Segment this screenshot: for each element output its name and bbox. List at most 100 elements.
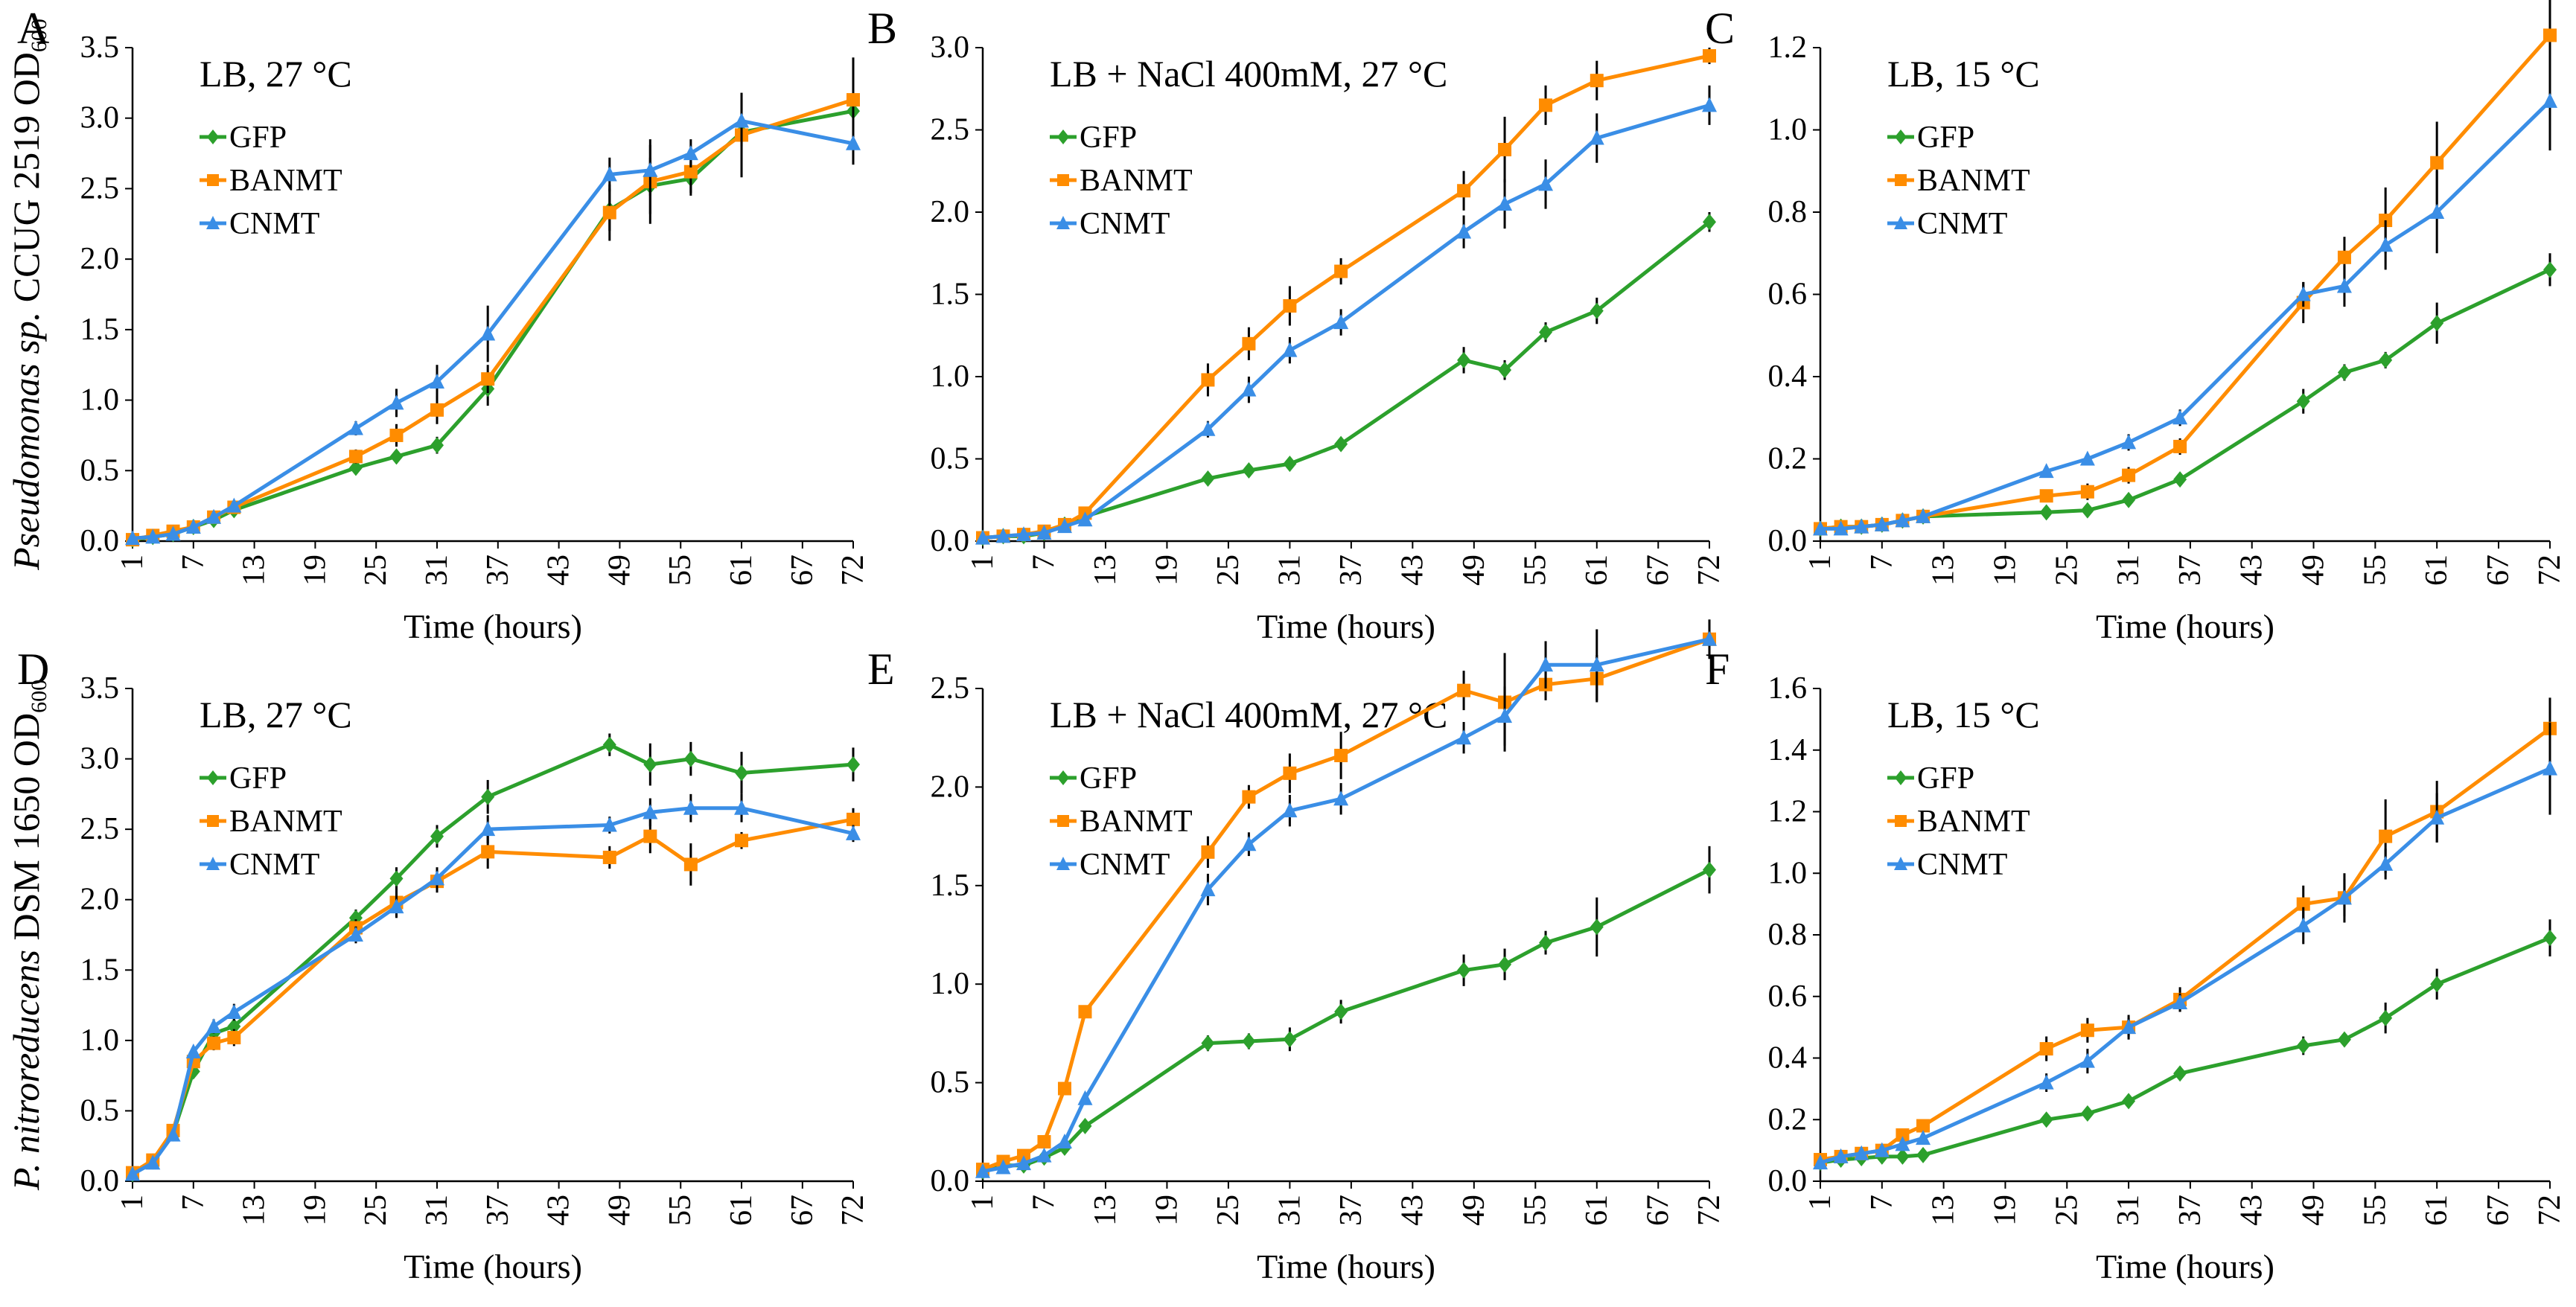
data-point: [2543, 930, 2557, 947]
data-point: [2336, 889, 2352, 905]
data-point: [1201, 845, 1215, 859]
data-point: [1242, 790, 1256, 804]
data-point: [1334, 264, 1348, 278]
data-point: [683, 857, 698, 872]
data-point: [602, 817, 617, 832]
data-point: [2430, 976, 2444, 993]
data-point: [643, 829, 657, 843]
legend-marker: [1057, 130, 1069, 144]
y-tick-label: 0.5: [931, 442, 970, 476]
x-tick-label: 13: [1088, 1195, 1123, 1226]
x-tick-label: 31: [2111, 1195, 2146, 1226]
y-tick-label: 1.2: [1768, 31, 1808, 65]
data-point: [206, 1017, 222, 1033]
data-point: [2121, 1019, 2137, 1035]
x-tick-label: 67: [1641, 1195, 1675, 1226]
data-point: [1037, 1135, 1051, 1149]
data-point: [226, 1004, 242, 1020]
y-axis-title-row-1: Pseudomonas sp. CCUG 2519 OD600: [5, 19, 51, 571]
x-tick-label: 13: [237, 1195, 272, 1226]
x-tick-label: 67: [2481, 555, 2516, 586]
data-point: [1241, 381, 1257, 397]
data-point: [145, 1154, 161, 1170]
data-point: [2122, 468, 2136, 482]
data-point: [2543, 28, 2557, 42]
x-tick-label: 61: [1580, 1195, 1614, 1226]
data-point: [1702, 630, 1717, 646]
data-point: [735, 834, 749, 848]
data-point: [2337, 364, 2351, 381]
x-tick-label: 49: [2297, 1195, 2331, 1226]
x-tick-label: 49: [602, 555, 637, 586]
data-point: [846, 825, 861, 840]
data-point: [2080, 1023, 2094, 1038]
data-point: [389, 394, 404, 410]
data-point: [1813, 1154, 1828, 1170]
x-tick-label: 1: [1803, 1195, 1837, 1210]
x-tick-label: 25: [359, 1195, 393, 1226]
data-point: [1590, 74, 1604, 88]
data-point: [602, 166, 617, 182]
data-point: [1057, 1081, 1071, 1096]
y-axis-title-strain: CCUG 2519 OD: [5, 52, 47, 312]
series-line: [1820, 33, 2551, 531]
data-point: [602, 205, 616, 220]
data-point: [2173, 1065, 2187, 1082]
data-point: [1078, 1117, 1092, 1134]
data-point: [1334, 1003, 1348, 1020]
y-tick-label: 0.2: [1768, 1102, 1808, 1137]
data-point: [1457, 184, 1471, 198]
data-point: [1201, 470, 1215, 488]
data-point: [683, 164, 698, 179]
series-line: [982, 868, 1711, 1174]
y-tick-label: 0.2: [1768, 442, 1808, 476]
data-point: [2430, 156, 2444, 170]
data-point: [1497, 708, 1513, 723]
y-tick-label: 0.4: [1768, 1041, 1808, 1076]
x-tick-label: 49: [1457, 1195, 1491, 1226]
legend-label: CNMT: [229, 207, 319, 241]
y-tick-label: 2.0: [80, 242, 120, 276]
data-point: [1056, 518, 1072, 534]
x-tick-label: 55: [663, 555, 698, 586]
legend-marker: [206, 216, 220, 229]
data-point: [683, 145, 698, 161]
data-point: [1457, 351, 1471, 368]
x-tick-label: 67: [785, 1195, 820, 1226]
x-tick-label: 25: [359, 555, 393, 586]
data-point: [1201, 1035, 1215, 1052]
x-tick-label: 19: [1988, 1195, 2022, 1226]
legend-label: BANMT: [229, 164, 342, 198]
data-point: [2173, 471, 2187, 488]
data-point: [2379, 351, 2393, 368]
data-point: [226, 497, 242, 513]
legend-marker: [207, 174, 219, 186]
x-tick-label: 49: [1457, 555, 1491, 586]
y-tick-label: 1.0: [931, 359, 970, 394]
x-tick-label: 55: [1518, 1195, 1552, 1226]
data-point: [1036, 1147, 1052, 1163]
x-tick-label: 61: [724, 555, 759, 586]
data-point: [1854, 518, 1869, 534]
series-cnmt: CNMT: [975, 85, 1717, 545]
series-banmt: BANMT: [976, 619, 1716, 1177]
y-tick-label: 1.5: [931, 869, 970, 903]
x-tick-label: 43: [542, 555, 576, 586]
x-tick-label: 19: [1150, 555, 1184, 586]
x-tick-label: 19: [1150, 1195, 1184, 1226]
data-point: [1538, 656, 1554, 672]
data-point: [348, 927, 363, 942]
x-tick-label: 72: [2533, 1195, 2567, 1226]
y-tick-label: 0.4: [1768, 359, 1808, 394]
data-point: [1590, 918, 1604, 936]
x-tick-label: 37: [2173, 555, 2207, 586]
data-point: [847, 812, 860, 826]
data-point: [2542, 760, 2557, 776]
x-tick-label: 7: [1027, 555, 1061, 570]
y-axis-title-subscript: 600: [27, 680, 51, 713]
data-point: [1498, 362, 1512, 379]
data-point: [227, 1031, 241, 1045]
data-point: [1283, 298, 1297, 313]
data-point: [1283, 766, 1297, 780]
x-tick-label: 67: [1641, 555, 1675, 586]
